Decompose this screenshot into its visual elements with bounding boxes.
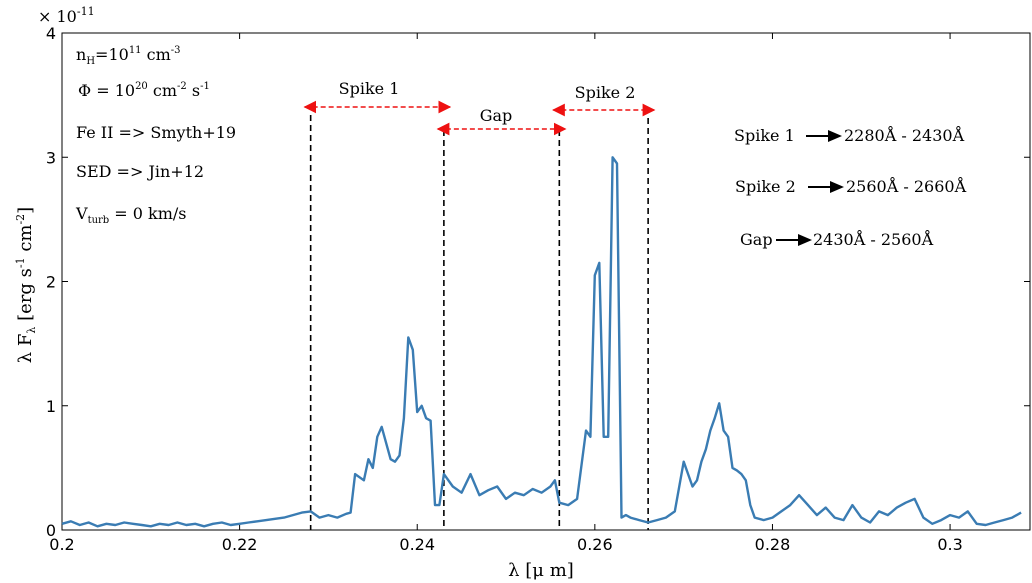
scale-factor: × 10-11 xyxy=(38,5,95,26)
x-tick-label: 0.26 xyxy=(577,535,613,554)
legend-spike1-range: 2280Å - 2430Å xyxy=(844,125,965,145)
range-arrows xyxy=(303,100,656,136)
arrow-icon xyxy=(828,130,842,142)
x-tick-label: 0.28 xyxy=(755,535,791,554)
legend-gap-name: Gap xyxy=(740,230,773,249)
y-axis-ticks: 0 1 2 3 4 xyxy=(46,24,1030,540)
y-axis-label: λ Fλ [erg s-1 cm-2] xyxy=(14,207,38,363)
nh-annotation: nH=1011 cm-3 xyxy=(76,45,181,67)
x-tick-label: 0.2 xyxy=(49,535,74,554)
x-tick-label: 0.3 xyxy=(937,535,962,554)
x-axis-label: λ [μ m] xyxy=(508,560,574,581)
gap-label: Gap xyxy=(480,106,513,125)
x-tick-label: 0.22 xyxy=(222,535,258,554)
y-tick-label: 4 xyxy=(46,24,56,43)
y-tick-label: 3 xyxy=(46,148,56,167)
x-axis-ticks: 0.2 0.22 0.24 0.26 0.28 0.3 xyxy=(49,33,963,554)
spike1-label: Spike 1 xyxy=(339,79,400,98)
vturb-annotation: Vturb = 0 km/s xyxy=(75,204,187,226)
spike2-label: Spike 2 xyxy=(575,83,636,102)
phi-annotation: Φ = 1020 cm-2 s-1 xyxy=(78,81,210,100)
x-tick-label: 0.24 xyxy=(399,535,435,554)
legend-spike1-name: Spike 1 xyxy=(734,126,795,145)
sed-annotation: SED => Jin+12 xyxy=(76,162,204,181)
y-tick-label: 2 xyxy=(46,273,56,292)
y-tick-label: 0 xyxy=(46,521,56,540)
legend-gap-range: 2430Å - 2560Å xyxy=(813,229,934,249)
spectrum-line xyxy=(61,156,1022,528)
legend-spike2-range: 2560Å - 2660Å xyxy=(846,176,967,196)
feii-annotation: Fe II => Smyth+19 xyxy=(76,123,236,142)
arrow-icon xyxy=(798,234,812,246)
arrow-icon xyxy=(830,181,844,193)
plot-frame xyxy=(61,32,1031,531)
series-group xyxy=(61,156,1022,528)
range-marker-lines xyxy=(309,115,649,530)
y-tick-label: 1 xyxy=(46,397,56,416)
legend-spike2-name: Spike 2 xyxy=(735,177,796,196)
